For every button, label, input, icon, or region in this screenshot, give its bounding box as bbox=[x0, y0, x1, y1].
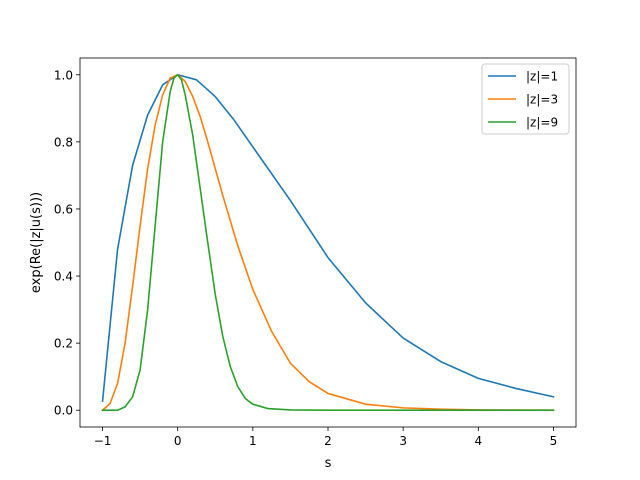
legend-label-2: |z|=3 bbox=[526, 93, 558, 107]
x-tick-label: 2 bbox=[324, 434, 332, 448]
plot-area-frame bbox=[79, 57, 577, 428]
axes-layer: −1 0 1 2 3 4 5 0.0 0.2 0.4 0.6 0.8 1.0 bbox=[54, 68, 557, 448]
x-tick-label: 5 bbox=[550, 434, 558, 448]
series-line-1 bbox=[101, 73, 555, 403]
x-axis-label: s bbox=[325, 456, 332, 471]
legend-box bbox=[481, 63, 570, 135]
legend-label-1: |z|=1 bbox=[526, 70, 558, 84]
x-tick-label: −1 bbox=[94, 434, 112, 448]
series-line-3 bbox=[101, 73, 555, 412]
x-tick-label: 3 bbox=[399, 434, 407, 448]
x-tick-label: 4 bbox=[474, 434, 482, 448]
y-tick-label: 0.4 bbox=[54, 270, 73, 284]
y-tick-label: 0.8 bbox=[54, 135, 73, 149]
y-tick-label: 0.2 bbox=[54, 337, 73, 351]
y-axis-label: exp(Re(|z|u(s))) bbox=[29, 192, 44, 293]
series-line-2 bbox=[101, 73, 555, 412]
series-layer bbox=[101, 73, 555, 412]
legend-label-3: |z|=9 bbox=[526, 116, 558, 130]
y-tick-label: 0.0 bbox=[54, 404, 73, 418]
x-tick-label: 0 bbox=[174, 434, 182, 448]
y-tick-label: 1.0 bbox=[54, 68, 73, 82]
x-tick-label: 1 bbox=[249, 434, 257, 448]
y-tick-label: 0.6 bbox=[54, 202, 73, 216]
legend: |z|=1 |z|=3 |z|=9 bbox=[481, 63, 570, 135]
